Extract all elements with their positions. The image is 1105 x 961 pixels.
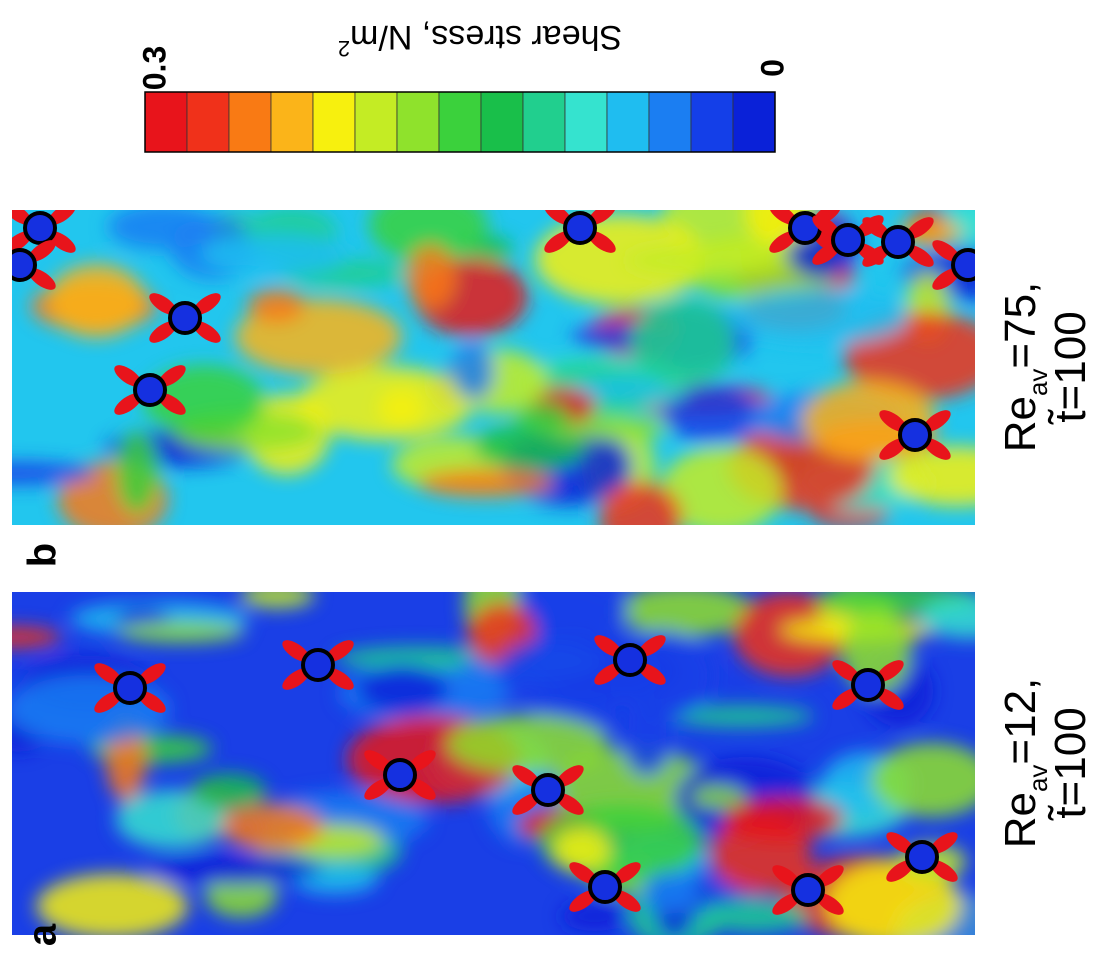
contour-patch	[108, 204, 215, 250]
colorbar-segment	[523, 92, 565, 152]
contour-patch	[145, 854, 321, 885]
particle	[953, 250, 983, 280]
contour-patch	[631, 298, 736, 387]
contour-patch	[406, 244, 455, 308]
contour-patch	[191, 774, 266, 810]
particle	[170, 303, 200, 333]
particle	[135, 375, 165, 405]
particle	[900, 420, 930, 450]
colorbar-tick-label: 0	[754, 59, 790, 77]
colorbar-segment	[397, 92, 439, 152]
contour-patch	[889, 447, 1024, 507]
figure: 0.30 Shear stress, N/m2 aReav=12,t̃=100b…	[0, 0, 1105, 961]
contour-patch	[516, 402, 570, 434]
stress-lobe	[973, 236, 1007, 266]
particle	[853, 670, 883, 700]
contour-patch	[616, 584, 752, 637]
contour-patch	[116, 430, 159, 514]
contour-patch	[48, 264, 145, 338]
particle	[303, 650, 333, 680]
particle	[385, 760, 415, 790]
colorbar-segment	[355, 92, 397, 152]
particle	[907, 842, 937, 872]
contour-patch	[117, 622, 245, 643]
panel-b-field	[0, 173, 1034, 554]
contour-patch	[641, 872, 697, 914]
particle	[615, 645, 645, 675]
condition-value: =12,	[996, 678, 1045, 765]
particle	[590, 872, 620, 902]
colorbar-segment	[313, 92, 355, 152]
contour-patch	[447, 714, 609, 773]
contour-patch	[625, 245, 789, 276]
contour-patch	[920, 597, 1018, 639]
colorbar-segment	[565, 92, 607, 152]
colorbar-segment	[607, 92, 649, 152]
condition-label: Reav=75,	[996, 282, 1053, 453]
colorbar-tick-label: 0.3	[136, 46, 172, 90]
particle	[833, 225, 863, 255]
colorbar-segment	[271, 92, 313, 152]
condition-symbol: Re	[996, 792, 1045, 848]
particle	[25, 213, 55, 243]
panel-a-field	[0, 561, 1042, 961]
condition-value: =75,	[996, 282, 1045, 369]
colorbar-segment	[187, 92, 229, 152]
particle	[533, 775, 563, 805]
particle	[883, 227, 913, 257]
colorbar-segment	[439, 92, 481, 152]
contour-patch	[723, 797, 843, 841]
condition-symbol: Re	[996, 396, 1045, 452]
contour-patch	[729, 287, 908, 345]
time-label: t̃=100	[1046, 311, 1095, 425]
colorbar-segment	[649, 92, 691, 152]
panel-label: b	[21, 543, 65, 567]
contour-patch	[240, 583, 315, 608]
colorbar-segment	[229, 92, 271, 152]
contour-patch	[452, 341, 494, 399]
colorbar-label: Shear stress, N/m2	[338, 18, 622, 61]
contour-patch	[201, 234, 347, 275]
colorbar-segment	[733, 92, 775, 152]
particle	[565, 213, 595, 243]
colorbar-segment	[691, 92, 733, 152]
contour-patch	[357, 664, 448, 714]
time-label: t̃=100	[1046, 707, 1095, 821]
colorbar-segment	[145, 92, 187, 152]
colorbar: 0.30	[136, 46, 790, 152]
contour-patch	[418, 469, 554, 497]
colorbar-segment	[481, 92, 523, 152]
particle	[793, 875, 823, 905]
contour-patch	[871, 743, 993, 817]
contour-patch	[599, 481, 682, 553]
particle	[5, 250, 35, 280]
contour-patch	[222, 804, 323, 852]
condition-label: Reav=12,	[996, 678, 1053, 849]
particle	[115, 673, 145, 703]
contour-patch	[248, 288, 305, 322]
contour-patch	[378, 388, 425, 428]
panel-label: a	[21, 923, 65, 946]
contour-patch	[691, 785, 745, 808]
